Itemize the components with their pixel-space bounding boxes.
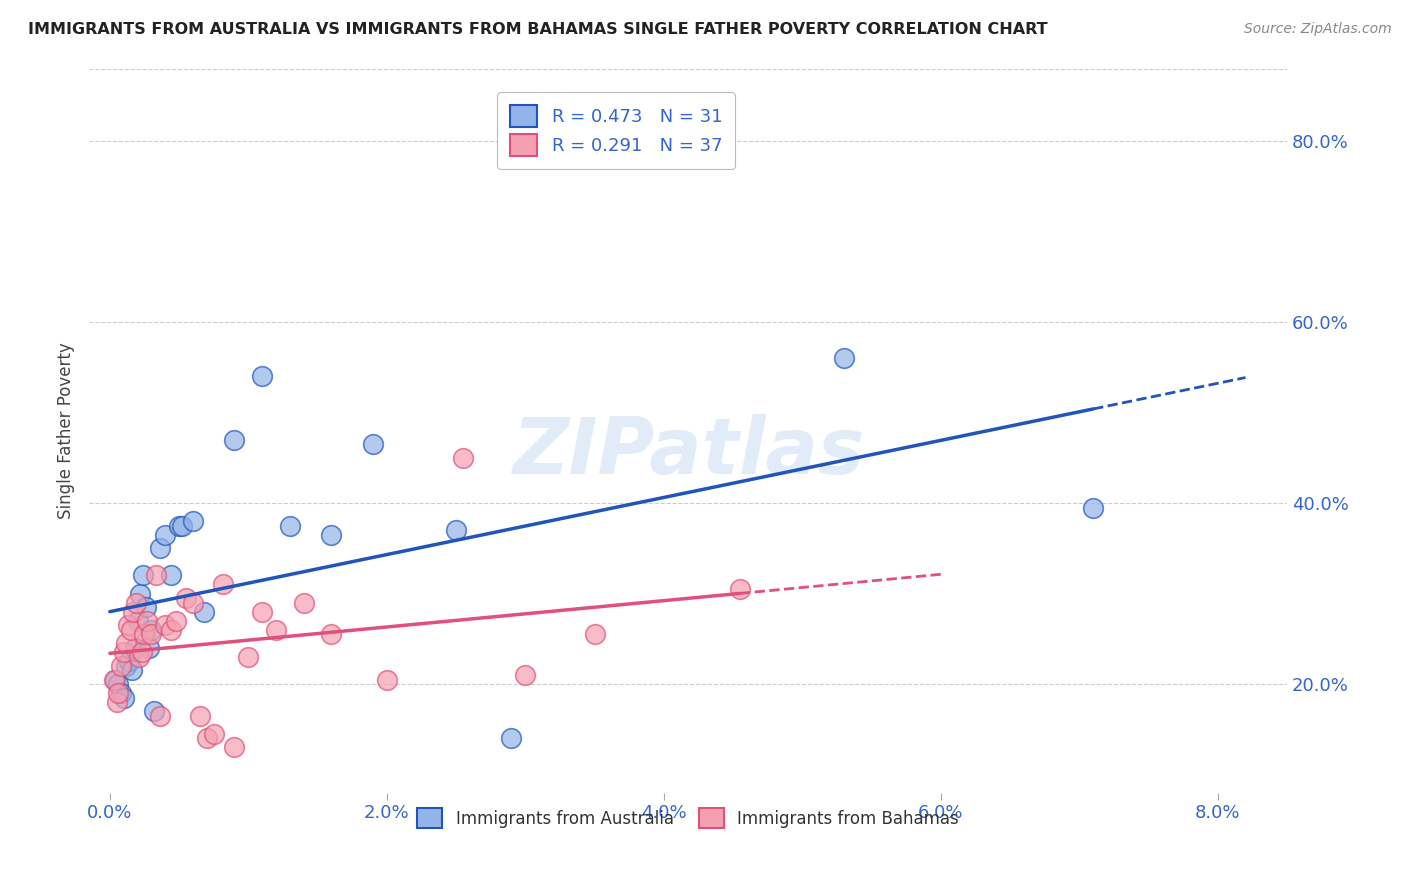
Point: [138, 640, 160, 655]
Point: [238, 649, 260, 664]
Point: [145, 568, 167, 582]
Point: [110, 659, 132, 673]
Point: [375, 673, 398, 687]
Point: [134, 627, 156, 641]
Point: [250, 605, 273, 619]
Point: [250, 369, 273, 384]
Point: [143, 704, 166, 718]
Point: [224, 433, 246, 447]
Point: [124, 640, 146, 655]
Legend: Immigrants from Australia, Immigrants from Bahamas: Immigrants from Australia, Immigrants fr…: [411, 801, 966, 835]
Point: [141, 623, 163, 637]
Point: [321, 627, 343, 641]
Point: [155, 618, 177, 632]
Point: [136, 614, 159, 628]
Point: [583, 627, 606, 641]
Point: [451, 450, 474, 465]
Point: [117, 618, 139, 632]
Point: [135, 600, 157, 615]
Point: [159, 568, 181, 582]
Point: [202, 727, 225, 741]
Point: [105, 695, 128, 709]
Point: [195, 731, 218, 746]
Point: [103, 673, 125, 687]
Point: [278, 518, 301, 533]
Point: [131, 645, 153, 659]
Text: ZIPatlas: ZIPatlas: [512, 414, 865, 491]
Point: [515, 668, 537, 682]
Point: [104, 673, 127, 687]
Point: [264, 623, 287, 637]
Point: [212, 577, 235, 591]
Point: [361, 437, 384, 451]
Point: [181, 514, 204, 528]
Point: [122, 605, 145, 619]
Point: [159, 623, 181, 637]
Point: [155, 527, 177, 541]
Point: [832, 351, 855, 366]
Point: [193, 605, 215, 619]
Point: [110, 686, 132, 700]
Point: [107, 677, 129, 691]
Point: [1083, 500, 1105, 515]
Point: [321, 527, 343, 541]
Point: [115, 636, 138, 650]
Y-axis label: Single Father Poverty: Single Father Poverty: [58, 343, 75, 519]
Point: [188, 708, 211, 723]
Point: [129, 586, 152, 600]
Point: [501, 731, 523, 746]
Point: [141, 627, 163, 641]
Point: [121, 664, 143, 678]
Point: [174, 591, 197, 605]
Text: IMMIGRANTS FROM AUSTRALIA VS IMMIGRANTS FROM BAHAMAS SINGLE FATHER POVERTY CORRE: IMMIGRANTS FROM AUSTRALIA VS IMMIGRANTS …: [28, 22, 1047, 37]
Point: [444, 523, 467, 537]
Point: [112, 690, 135, 705]
Point: [107, 686, 129, 700]
Point: [165, 614, 187, 628]
Point: [149, 541, 172, 556]
Point: [167, 518, 190, 533]
Point: [125, 596, 148, 610]
Point: [118, 654, 141, 668]
Point: [132, 568, 155, 582]
Point: [224, 740, 246, 755]
Point: [149, 708, 172, 723]
Point: [728, 582, 751, 596]
Point: [128, 649, 150, 664]
Point: [120, 623, 142, 637]
Point: [170, 518, 193, 533]
Point: [181, 596, 204, 610]
Point: [112, 645, 135, 659]
Point: [292, 596, 315, 610]
Text: Source: ZipAtlas.com: Source: ZipAtlas.com: [1244, 22, 1392, 37]
Point: [127, 614, 149, 628]
Point: [115, 659, 138, 673]
